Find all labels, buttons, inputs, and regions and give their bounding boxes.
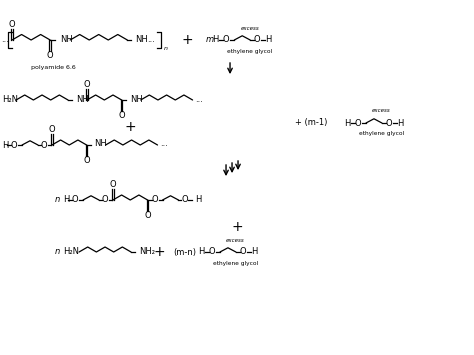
Text: ...: ... xyxy=(161,140,168,148)
Text: +: + xyxy=(153,245,165,259)
Text: O: O xyxy=(151,196,158,204)
Text: NH: NH xyxy=(76,94,89,104)
Text: H: H xyxy=(63,196,69,204)
Text: O: O xyxy=(47,51,54,60)
Text: O: O xyxy=(209,247,215,257)
Text: polyamide 6.6: polyamide 6.6 xyxy=(31,65,75,70)
Text: O: O xyxy=(41,141,47,149)
Text: H: H xyxy=(344,119,350,127)
Text: NH: NH xyxy=(95,140,107,148)
Text: +: + xyxy=(124,120,136,134)
Text: NH: NH xyxy=(60,34,73,44)
Text: n: n xyxy=(164,47,167,51)
Text: +: + xyxy=(231,220,243,234)
Text: O: O xyxy=(355,119,361,127)
Text: (m-n): (m-n) xyxy=(173,247,196,257)
Text: O: O xyxy=(84,80,91,89)
Text: m: m xyxy=(205,36,213,44)
Text: NH₂: NH₂ xyxy=(139,247,155,257)
Text: excess: excess xyxy=(372,109,391,114)
Text: O: O xyxy=(9,20,15,29)
Text: H: H xyxy=(397,119,403,127)
Text: O: O xyxy=(254,36,261,44)
Text: H: H xyxy=(195,196,202,204)
Text: n: n xyxy=(55,196,60,204)
Text: H: H xyxy=(265,36,272,44)
Text: O: O xyxy=(49,125,55,134)
Text: O: O xyxy=(385,119,392,127)
Text: O: O xyxy=(144,211,151,220)
Text: ethylene glycol: ethylene glycol xyxy=(213,261,258,266)
Text: n: n xyxy=(55,247,60,257)
Text: O: O xyxy=(11,141,18,149)
Text: H: H xyxy=(198,247,204,257)
Text: H: H xyxy=(251,247,257,257)
Text: ...: ... xyxy=(1,36,9,44)
Text: O: O xyxy=(101,196,108,204)
Text: O: O xyxy=(181,196,188,204)
Text: H₂N: H₂N xyxy=(63,247,79,257)
Text: +: + xyxy=(182,33,193,47)
Text: O: O xyxy=(72,196,78,204)
Text: O: O xyxy=(109,180,116,189)
Text: NH: NH xyxy=(130,94,142,104)
Text: H: H xyxy=(212,36,219,44)
Text: O: O xyxy=(239,247,246,257)
Text: ethylene glycol: ethylene glycol xyxy=(359,131,404,137)
Text: + (m-1): + (m-1) xyxy=(295,119,328,127)
Text: excess: excess xyxy=(240,26,259,31)
Text: H₂N: H₂N xyxy=(2,95,18,104)
Text: O: O xyxy=(223,36,229,44)
Text: O: O xyxy=(83,156,90,165)
Text: NH: NH xyxy=(135,34,148,44)
Text: excess: excess xyxy=(226,237,245,242)
Text: H: H xyxy=(2,141,9,149)
Text: ...: ... xyxy=(147,34,155,44)
Text: O: O xyxy=(118,111,125,120)
Text: ethylene glycol: ethylene glycol xyxy=(227,49,272,54)
Text: ...: ... xyxy=(196,94,203,104)
